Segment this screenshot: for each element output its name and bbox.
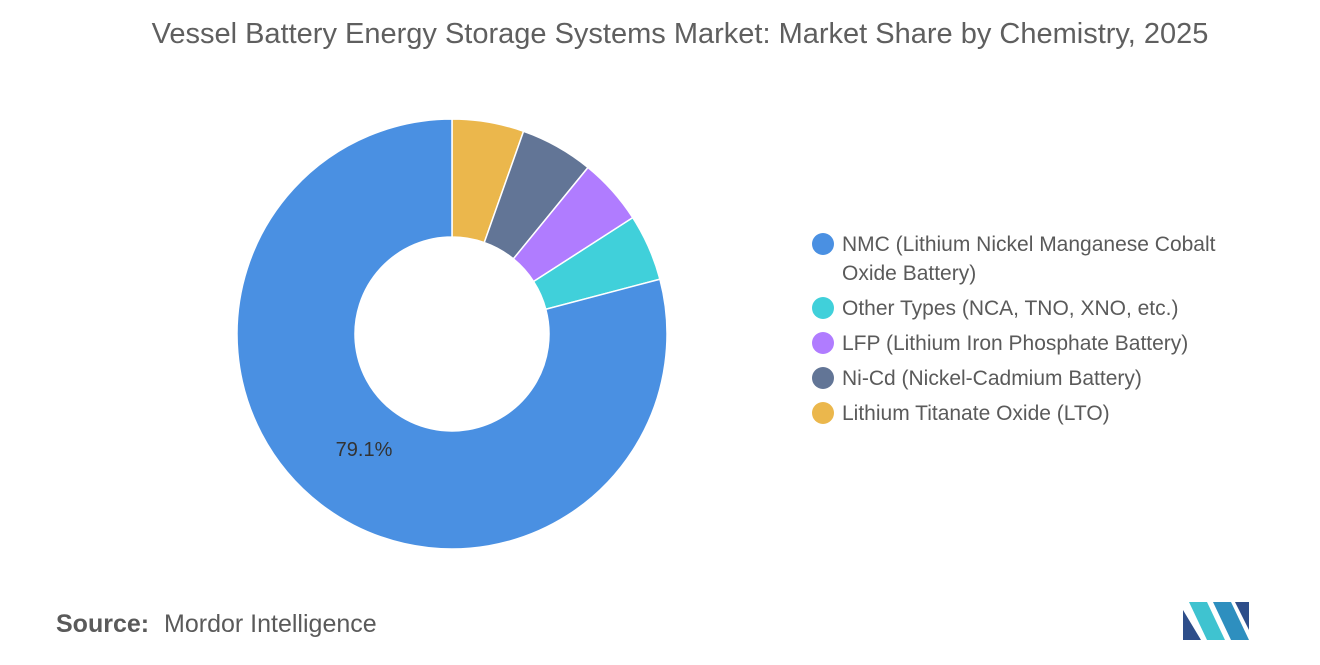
- legend-item: Other Types (NCA, TNO, XNO, etc.): [812, 294, 1282, 323]
- legend-swatch: [812, 233, 834, 255]
- legend-item: Ni-Cd (Nickel-Cadmium Battery): [812, 364, 1282, 393]
- chart-title: Vessel Battery Energy Storage Systems Ma…: [151, 18, 1209, 50]
- legend-label: NMC (Lithium Nickel Manganese Cobalt Oxi…: [842, 233, 1216, 285]
- legend-item: Lithium Titanate Oxide (LTO): [812, 399, 1282, 428]
- chart-legend: NMC (Lithium Nickel Manganese Cobalt Oxi…: [812, 230, 1282, 434]
- mordor-logo-icon: [1183, 602, 1249, 640]
- source-text: Mordor Intelligence: [164, 610, 377, 638]
- legend-swatch: [812, 402, 834, 424]
- legend-label: Ni-Cd (Nickel-Cadmium Battery): [842, 367, 1142, 390]
- legend-swatch: [812, 367, 834, 389]
- source-label: Source:: [56, 610, 150, 638]
- legend-swatch: [812, 332, 834, 354]
- legend-label: LFP (Lithium Iron Phosphate Battery): [842, 332, 1189, 355]
- legend-label: Lithium Titanate Oxide (LTO): [842, 402, 1110, 425]
- slice-label-0: 79.1%: [336, 439, 393, 461]
- source-line: Source: Mordor Intelligence: [56, 610, 377, 639]
- slice-0: [236, 118, 668, 550]
- legend-item: LFP (Lithium Iron Phosphate Battery): [812, 329, 1282, 358]
- legend-label: Other Types (NCA, TNO, XNO, etc.): [842, 297, 1179, 320]
- legend-item: NMC (Lithium Nickel Manganese Cobalt Oxi…: [812, 230, 1282, 288]
- legend-swatch: [812, 297, 834, 319]
